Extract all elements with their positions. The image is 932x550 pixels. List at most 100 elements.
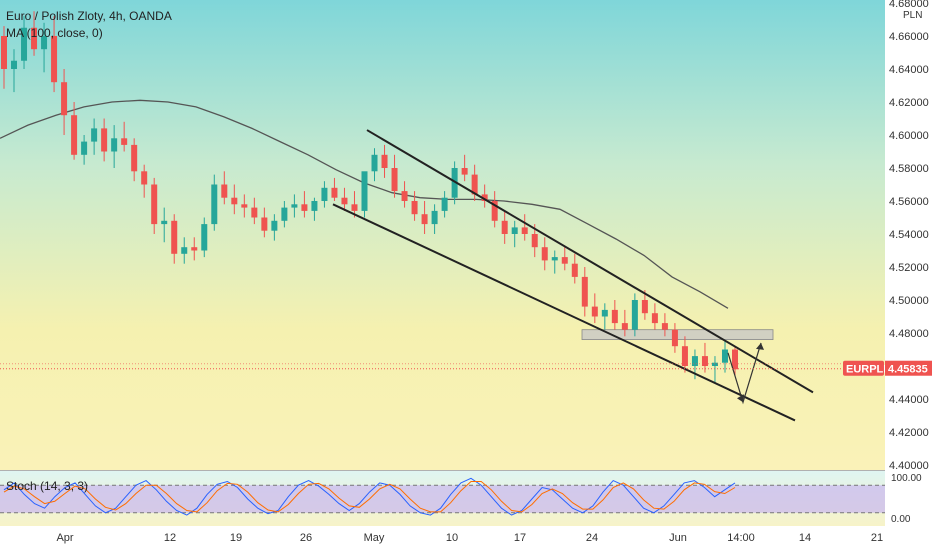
price-axis[interactable] [885,0,932,526]
candle-body [301,204,308,211]
last-price-badge-bg [885,360,932,376]
x-tick-label: 10 [446,532,458,544]
candle-body [661,323,668,330]
candle-body [491,201,498,221]
y-tick-label: 4.52000 [889,262,929,274]
candle-body [431,210,438,225]
candle-body [331,187,338,198]
candle-body [461,168,468,175]
y-tick-label: 4.56000 [889,196,929,208]
candle-body [701,356,708,366]
candle-body [711,362,718,366]
x-tick-label: May [364,532,385,544]
candle-body [581,276,588,307]
projection-arrowhead-up [756,342,764,350]
candle-body [321,187,328,201]
y-tick-label: 4.48000 [889,328,929,340]
stoch-indicator-label[interactable]: Stoch (14, 3, 3) [6,479,88,493]
candle-body [11,60,18,69]
y-tick-label: 4.58000 [889,163,929,175]
y-tick-label: 4.66000 [889,31,929,43]
candle-body [571,263,578,277]
candle-body [211,184,218,225]
channel-lines[interactable] [332,129,814,422]
candle-body [221,184,228,198]
candle-body [591,306,598,317]
candle-body [401,191,408,201]
candle-body [381,154,388,168]
candle-body [61,82,68,116]
channel-lower-line [332,203,796,422]
candle-body [511,227,518,234]
candle-body [732,349,738,370]
candle-body [251,207,258,218]
price-badge[interactable]: EURPLN 4.45835 [843,360,932,376]
candle-body [41,36,48,50]
candle-body [651,313,658,324]
y-tick-label: 4.64000 [889,64,929,76]
symbol-badge-bg [843,360,884,376]
stoch-band-fill [0,485,885,513]
symbol-title[interactable]: Euro / Polish Zloty, 4h, OANDA [6,9,172,23]
candle-body [551,257,558,261]
candle-body [411,201,418,215]
candle-body [161,220,168,225]
candle-body [341,197,348,205]
x-tick-label: Apr [56,532,73,544]
candle-body [131,144,138,172]
x-tick-label: 24 [586,532,598,544]
stochastic-lines: 100.00 0.00 [3,473,922,525]
stoch-tick-label: 100.00 [891,473,922,484]
price-unit: PLN [903,10,922,21]
candle-body [141,171,148,185]
candle-body [241,204,248,208]
x-tick-label: Jun [669,532,687,544]
symbol-badge: EURPLN [846,364,891,376]
candle-body [231,197,238,205]
candles [1,11,738,383]
candle-body [361,171,368,211]
candle-body [311,201,318,211]
candle-body [371,154,378,172]
channel-upper-line [366,129,814,394]
time-ticks: Apr 12 19 26 May 10 17 24 Jun 14:00 14 21 [56,532,883,544]
candle-body [691,356,698,366]
candle-body [441,197,448,211]
y-tick-label: 4.62000 [889,97,929,109]
x-tick-label: 17 [514,532,526,544]
stoch-band [0,484,885,514]
candle-body [271,220,278,231]
candle-body [621,323,628,330]
candle-body [201,224,208,251]
candle-body [641,300,648,314]
candle-body [171,220,178,254]
candle-body [281,207,288,221]
candle-body [531,234,538,248]
pane-divider [0,470,932,471]
x-tick-label: 19 [230,532,242,544]
x-tick-label: 21 [871,532,883,544]
candle-body [51,36,58,83]
candle-body [181,247,188,254]
x-tick-label: 12 [164,532,176,544]
candle-body [721,349,728,363]
main-pane-background [0,0,885,470]
y-tick-label: 4.60000 [889,130,929,142]
ma-indicator-label[interactable]: MA (100, close, 0) [6,26,103,40]
candle-body [481,194,488,201]
candle-body [101,128,108,152]
candle-body [111,138,118,152]
y-tick-label: 4.40000 [889,460,929,472]
time-axis[interactable] [0,526,932,550]
candle-body [601,309,608,317]
y-tick-label: 4.68000 [889,0,929,10]
x-tick-label: 14 [799,532,811,544]
candle-body [631,300,638,330]
candle-body [561,257,568,264]
last-price-badge: 4.45835 [888,364,928,376]
candle-body [121,138,128,145]
x-tick-label: 14:00 [727,532,755,544]
price-ticks: 4.68000 4.66000 4.64000 4.62000 4.60000 4.580… [889,0,929,472]
candle-body [391,168,398,192]
